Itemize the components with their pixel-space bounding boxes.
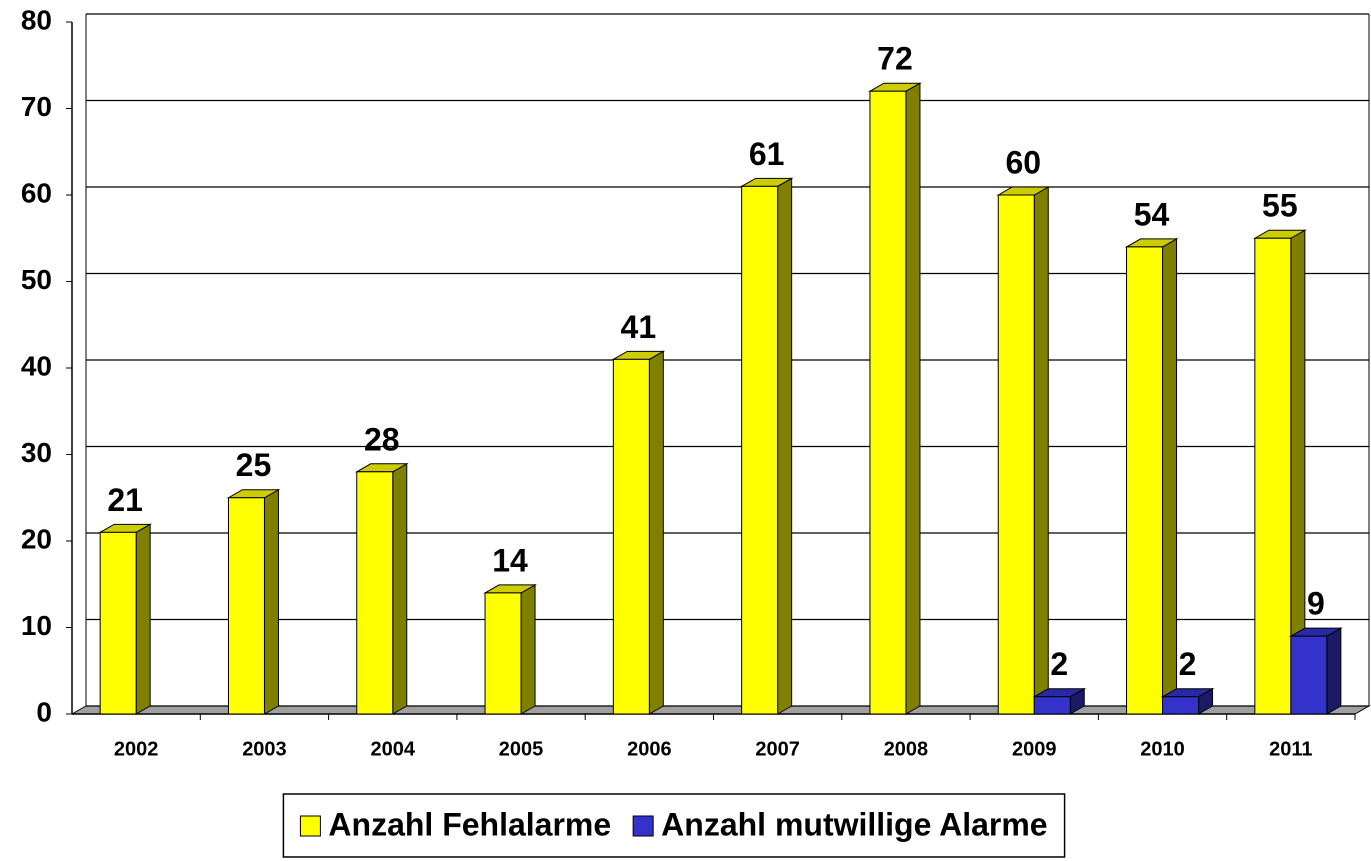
bar <box>996 186 1051 715</box>
bar-front <box>997 194 1035 715</box>
data-label: 14 <box>492 542 528 578</box>
bar-front <box>227 497 265 715</box>
legend-box <box>282 793 1066 858</box>
bar <box>868 82 922 715</box>
bar <box>1252 229 1307 715</box>
bar-side <box>777 177 793 715</box>
y-tick-label: 60 <box>21 177 52 208</box>
bar-front <box>356 471 394 715</box>
bar-front <box>612 358 650 715</box>
y-tick-label: 0 <box>36 696 52 727</box>
bar-side <box>1033 186 1049 715</box>
bar <box>483 584 537 715</box>
bar <box>354 462 409 715</box>
y-tick-label: 80 <box>21 4 52 35</box>
data-label: 72 <box>877 41 913 77</box>
x-tick-label: 2003 <box>242 738 287 760</box>
bar <box>226 488 281 715</box>
bar <box>98 523 153 715</box>
bar-side <box>135 523 151 715</box>
bar <box>1160 687 1215 715</box>
data-label: 54 <box>1134 196 1170 232</box>
legend-swatch <box>632 815 654 837</box>
legend: Anzahl Fehlalarme Anzahl mutwillige Alarm… <box>282 793 1066 858</box>
data-label: 25 <box>236 447 272 483</box>
y-tick-label: 40 <box>21 350 52 381</box>
bar-front <box>1126 246 1164 715</box>
x-tick-label: 2006 <box>627 738 672 760</box>
legend-swatch <box>299 815 321 837</box>
x-tick-label: 2009 <box>1012 738 1057 760</box>
bar-front <box>869 90 907 715</box>
x-tick-label: 2005 <box>499 738 544 760</box>
bar <box>611 350 666 715</box>
x-tick-label: 2004 <box>371 738 416 760</box>
data-label: 61 <box>749 136 785 172</box>
bar-side <box>263 488 279 715</box>
bar-front <box>1290 635 1328 715</box>
x-tick-label: 2002 <box>114 738 159 760</box>
bar-front <box>741 185 779 715</box>
bar-side <box>520 584 536 715</box>
bar-side <box>648 350 664 715</box>
y-tick-label: 50 <box>21 264 52 295</box>
bar-front <box>1162 696 1200 715</box>
x-tick-label: 2008 <box>884 738 929 760</box>
data-label: 55 <box>1262 188 1298 224</box>
x-tick-label: 2007 <box>755 738 800 760</box>
bar <box>1288 627 1343 715</box>
bar <box>739 177 794 715</box>
bar-side <box>392 462 408 715</box>
bar-front <box>1033 696 1071 715</box>
y-tick-label: 30 <box>21 437 52 468</box>
data-label: 21 <box>107 482 143 518</box>
y-tick-label: 10 <box>21 610 52 641</box>
y-tick-label: 20 <box>21 523 52 554</box>
bar-front <box>99 531 137 715</box>
bar-front <box>484 592 522 715</box>
x-tick-label: 2010 <box>1140 738 1185 760</box>
y-tick-label: 70 <box>21 91 52 122</box>
data-label: 2 <box>1179 646 1197 682</box>
x-tick-label: 2011 <box>1269 738 1312 760</box>
data-label: 2 <box>1050 646 1068 682</box>
legend-label: Anzahl Fehlalarme <box>328 806 611 842</box>
bar-side <box>1162 238 1178 715</box>
bar-side <box>1326 627 1342 715</box>
bar-side <box>905 82 921 715</box>
legend-label: Anzahl mutwillige Alarme <box>661 806 1047 842</box>
data-label: 28 <box>364 421 400 457</box>
bar <box>1032 687 1087 715</box>
bar-front <box>1254 237 1292 715</box>
data-label: 9 <box>1307 586 1325 622</box>
data-label: 41 <box>621 309 657 345</box>
bar <box>1124 238 1179 715</box>
data-label: 60 <box>1005 144 1041 180</box>
